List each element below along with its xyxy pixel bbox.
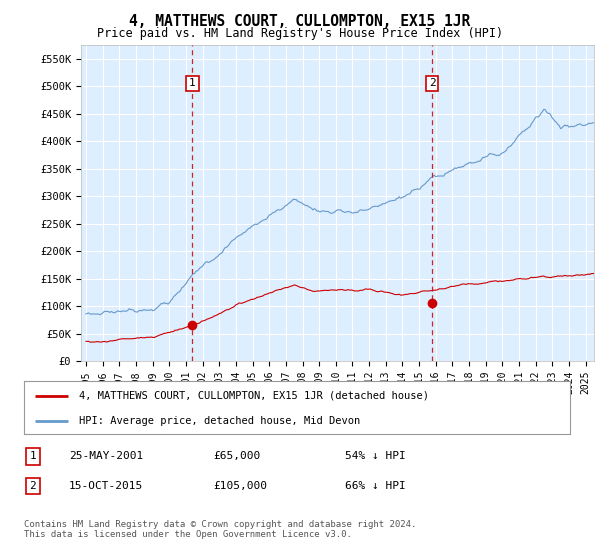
Text: 54% ↓ HPI: 54% ↓ HPI (345, 451, 406, 461)
Text: Contains HM Land Registry data © Crown copyright and database right 2024.
This d: Contains HM Land Registry data © Crown c… (24, 520, 416, 539)
Text: Price paid vs. HM Land Registry's House Price Index (HPI): Price paid vs. HM Land Registry's House … (97, 27, 503, 40)
Text: 66% ↓ HPI: 66% ↓ HPI (345, 481, 406, 491)
Text: 2: 2 (429, 78, 436, 88)
Text: 15-OCT-2015: 15-OCT-2015 (69, 481, 143, 491)
Text: 1: 1 (189, 78, 196, 88)
Text: 4, MATTHEWS COURT, CULLOMPTON, EX15 1JR (detached house): 4, MATTHEWS COURT, CULLOMPTON, EX15 1JR … (79, 391, 428, 401)
Text: 1: 1 (29, 451, 37, 461)
Text: £65,000: £65,000 (213, 451, 260, 461)
Text: 25-MAY-2001: 25-MAY-2001 (69, 451, 143, 461)
Text: 4, MATTHEWS COURT, CULLOMPTON, EX15 1JR: 4, MATTHEWS COURT, CULLOMPTON, EX15 1JR (130, 14, 470, 29)
Text: HPI: Average price, detached house, Mid Devon: HPI: Average price, detached house, Mid … (79, 416, 360, 426)
Text: 2: 2 (29, 481, 37, 491)
Text: £105,000: £105,000 (213, 481, 267, 491)
